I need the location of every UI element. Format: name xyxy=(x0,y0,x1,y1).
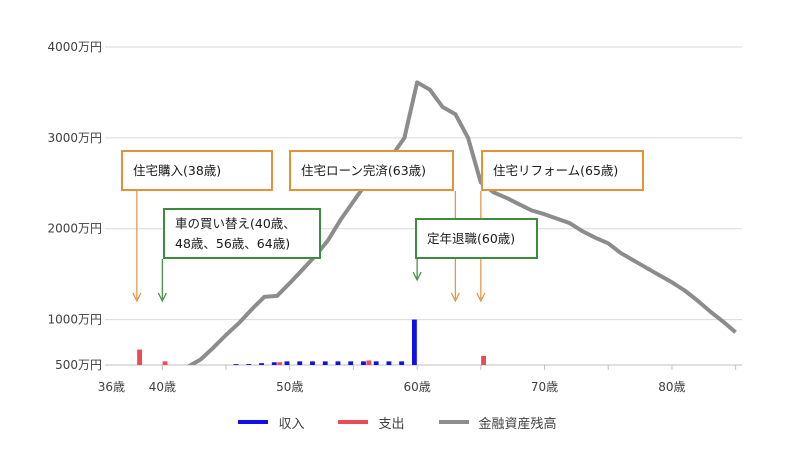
bar-income xyxy=(411,319,417,365)
bar-income xyxy=(246,364,252,365)
annotation-renovation: 住宅リフォーム(65歳) xyxy=(481,150,644,191)
bar-income xyxy=(373,361,379,365)
bar-income xyxy=(361,361,366,365)
y-tick-label: 1000万円 xyxy=(47,313,102,327)
bar-expense xyxy=(481,355,486,365)
bar-income xyxy=(322,361,328,365)
bar-expense xyxy=(162,361,168,365)
legend-swatch-income xyxy=(238,420,269,424)
bar-income xyxy=(386,361,392,365)
x-tick-label: 40歳 xyxy=(149,380,176,394)
legend-item-assets: 金融資産残高 xyxy=(438,413,557,432)
annotation-arrow-head xyxy=(132,292,142,303)
annotation-arrow-head xyxy=(412,271,422,282)
annotation-car-replacement: 車の買い替え(40歳、 48歳、56歳、64歳) xyxy=(163,208,321,259)
legend-label-expense: 支出 xyxy=(378,416,405,432)
annotation-arrow-head xyxy=(450,292,460,303)
legend-label-income: 収入 xyxy=(278,416,305,432)
legend-item-income: 収入 xyxy=(238,413,304,432)
legend-swatch-assets xyxy=(438,420,469,424)
annotation-arrow-head xyxy=(476,292,486,303)
x-tick-label: 36歳 xyxy=(98,380,125,394)
bar-income xyxy=(310,361,315,365)
x-tick-label: 80歳 xyxy=(658,380,685,394)
y-tick-label: 3000万円 xyxy=(47,131,102,145)
y-tick-label: 500万円 xyxy=(55,358,102,372)
bar-income xyxy=(399,361,405,365)
bar-income xyxy=(297,361,303,365)
annotation-loan-payoff: 住宅ローン完済(63歳) xyxy=(289,150,454,191)
bar-expense xyxy=(277,362,283,365)
bar-income xyxy=(271,362,277,365)
x-tick-label: 50歳 xyxy=(276,380,303,394)
legend-label-assets: 金融資産残高 xyxy=(478,416,557,432)
legend-swatch-expense xyxy=(338,420,369,424)
bar-expense xyxy=(366,360,372,365)
x-tick-label: 60歳 xyxy=(403,380,430,394)
bar-income xyxy=(348,361,354,365)
bar-income xyxy=(335,361,341,365)
line-asset-balance xyxy=(186,80,737,365)
annotation-retirement: 定年退職(60歳) xyxy=(415,218,538,259)
bar-income xyxy=(284,361,290,365)
bar-income xyxy=(233,364,239,365)
chart-legend: 収入 支出 金融資産残高 xyxy=(0,410,795,434)
y-tick-label: 2000万円 xyxy=(47,222,102,236)
bar-income xyxy=(259,363,264,365)
annotation-house-purchase: 住宅購入(38歳) xyxy=(121,150,273,191)
annotation-arrow-head xyxy=(157,292,167,303)
y-tick-label: 4000万円 xyxy=(47,40,102,54)
bar-expense xyxy=(137,349,142,365)
legend-item-expense: 支出 xyxy=(338,413,405,432)
x-tick-label: 70歳 xyxy=(531,380,558,394)
